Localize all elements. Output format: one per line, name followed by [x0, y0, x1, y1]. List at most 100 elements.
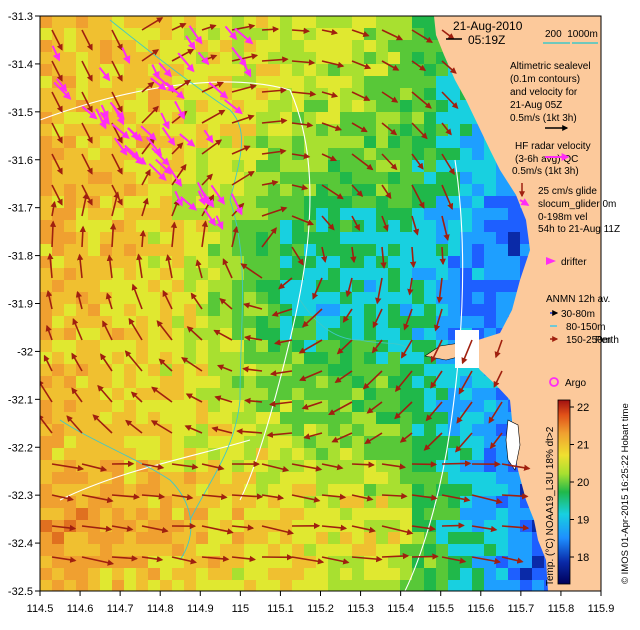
velocity-arrow: [201, 493, 228, 501]
velocity-arrow: [381, 153, 398, 171]
velocity-arrow: [165, 254, 173, 279]
velocity-arrow: [130, 391, 143, 403]
velocity-arrow: [411, 184, 425, 209]
velocity-arrow: [381, 463, 407, 470]
velocity-arrow: [381, 60, 400, 71]
velocity-arrow: [231, 114, 255, 124]
colorbar-ticks: 22 21 20 19 18: [570, 402, 589, 564]
velocity-arrow: [201, 81, 224, 93]
hf-radar-arrow: [208, 81, 229, 99]
anmn-legend-item: 80-150m: [566, 322, 605, 333]
velocity-arrow: [195, 259, 203, 279]
velocity-arrow: [411, 494, 438, 501]
map-time: 05:19Z: [468, 33, 505, 47]
velocity-arrow: [51, 556, 77, 563]
velocity-arrow: [455, 432, 473, 453]
velocity-arrow: [201, 109, 226, 124]
velocity-arrow: [141, 105, 159, 124]
velocity-arrow: [321, 28, 338, 36]
x-tick-label: 114.9: [187, 603, 214, 615]
velocity-arrow: [66, 415, 83, 434]
velocity-arrow: [261, 56, 289, 63]
hf-radar-arrow: [100, 104, 109, 120]
velocity-arrow: [274, 339, 293, 346]
velocity-arrow: [40, 413, 53, 434]
velocity-arrow: [501, 463, 531, 471]
velocity-arrow: [102, 320, 113, 341]
velocity-arrow: [128, 317, 143, 341]
velocity-arrow: [151, 386, 173, 403]
velocity-arrow: [380, 246, 387, 269]
velocity-arrow: [139, 229, 147, 248]
velocity-arrow: [213, 329, 233, 341]
velocity-arrow: [441, 60, 457, 74]
velocity-arrow: [312, 277, 323, 300]
velocity-arrow: [411, 153, 424, 170]
velocity-arrow: [71, 352, 83, 372]
hf-radar-arrow: [174, 190, 183, 207]
velocity-arrow: [320, 246, 328, 263]
velocity-arrow: [409, 246, 417, 269]
velocity-arrow: [181, 357, 203, 372]
colorbar-tick-label: 21: [577, 440, 589, 452]
velocity-arrow: [394, 370, 413, 392]
velocity-arrow: [291, 215, 315, 226]
velocity-arrow: [291, 184, 309, 191]
velocity-arrow: [201, 139, 223, 155]
x-tick-label: 115.3: [347, 603, 374, 615]
velocity-arrow: [261, 179, 279, 187]
y-axis: -31.3 -31.4 -31.5 -31.6 -31.7 -31.8 -31.9 -32 -3…: [8, 11, 40, 598]
anmn-legend-item: 30-80m: [561, 309, 595, 320]
drifter-legend: drifter: [561, 257, 587, 268]
velocity-arrow: [291, 246, 304, 266]
hf-radar-arrow: [224, 99, 243, 115]
hf-radar-arrow: [197, 51, 210, 66]
velocity-arrow: [321, 524, 348, 532]
velocity-arrow: [411, 553, 439, 560]
colorbar-label: Temp. (°C) NOAA19_L3U 18% dt>2: [545, 426, 556, 586]
velocity-arrow: [231, 170, 255, 186]
velocity-arrow: [158, 358, 173, 372]
velocity-arrow: [111, 91, 123, 113]
colorbar-tick-label: 22: [577, 402, 589, 414]
velocity-arrow: [201, 463, 225, 471]
velocity-arrow: [441, 556, 467, 564]
velocity-arrow: [381, 122, 398, 136]
velocity-arrow: [50, 200, 57, 217]
velocity-arrow: [51, 91, 63, 113]
velocity-arrow: [501, 492, 529, 500]
y-tick-label: -31.3: [8, 11, 33, 23]
hf-radar-arrow: [224, 25, 238, 41]
y-tick-label: -31.6: [8, 155, 33, 167]
velocity-arrow: [493, 370, 503, 388]
velocity-arrow: [362, 370, 383, 390]
velocity-arrow: [441, 91, 459, 109]
hf-radar-arrow: [157, 76, 176, 93]
velocity-arrow: [81, 525, 113, 532]
velocity-arrow: [47, 252, 54, 279]
velocity-arrow: [244, 334, 263, 342]
velocity-arrow: [321, 60, 345, 68]
velocity-arrow: [441, 522, 465, 529]
velocity-arrow: [430, 370, 443, 389]
velocity-arrow: [185, 393, 203, 403]
velocity-arrow: [231, 524, 255, 531]
velocity-arrow: [489, 432, 503, 450]
hf-radar-arrow: [239, 55, 252, 78]
y-tick-label: -32.4: [8, 538, 33, 550]
velocity-arrow: [351, 184, 364, 197]
colorbar-tick-label: 19: [577, 515, 589, 527]
velocity-arrow: [321, 215, 335, 231]
hf-radar-arrow: [145, 136, 163, 157]
velocity-arrow: [336, 339, 353, 355]
velocity-arrow: [266, 431, 293, 439]
hf-radar-arrow: [188, 25, 203, 45]
velocity-arrow: [342, 308, 353, 323]
velocity-arrow: [321, 184, 344, 200]
velocity-arrow: [321, 463, 344, 471]
velocity-arrow: [261, 87, 287, 94]
hf-radar-arrow: [185, 35, 196, 51]
hf-radar-arrow: [203, 208, 216, 227]
velocity-arrow: [81, 29, 93, 51]
argo-legend: Argo: [565, 378, 587, 389]
